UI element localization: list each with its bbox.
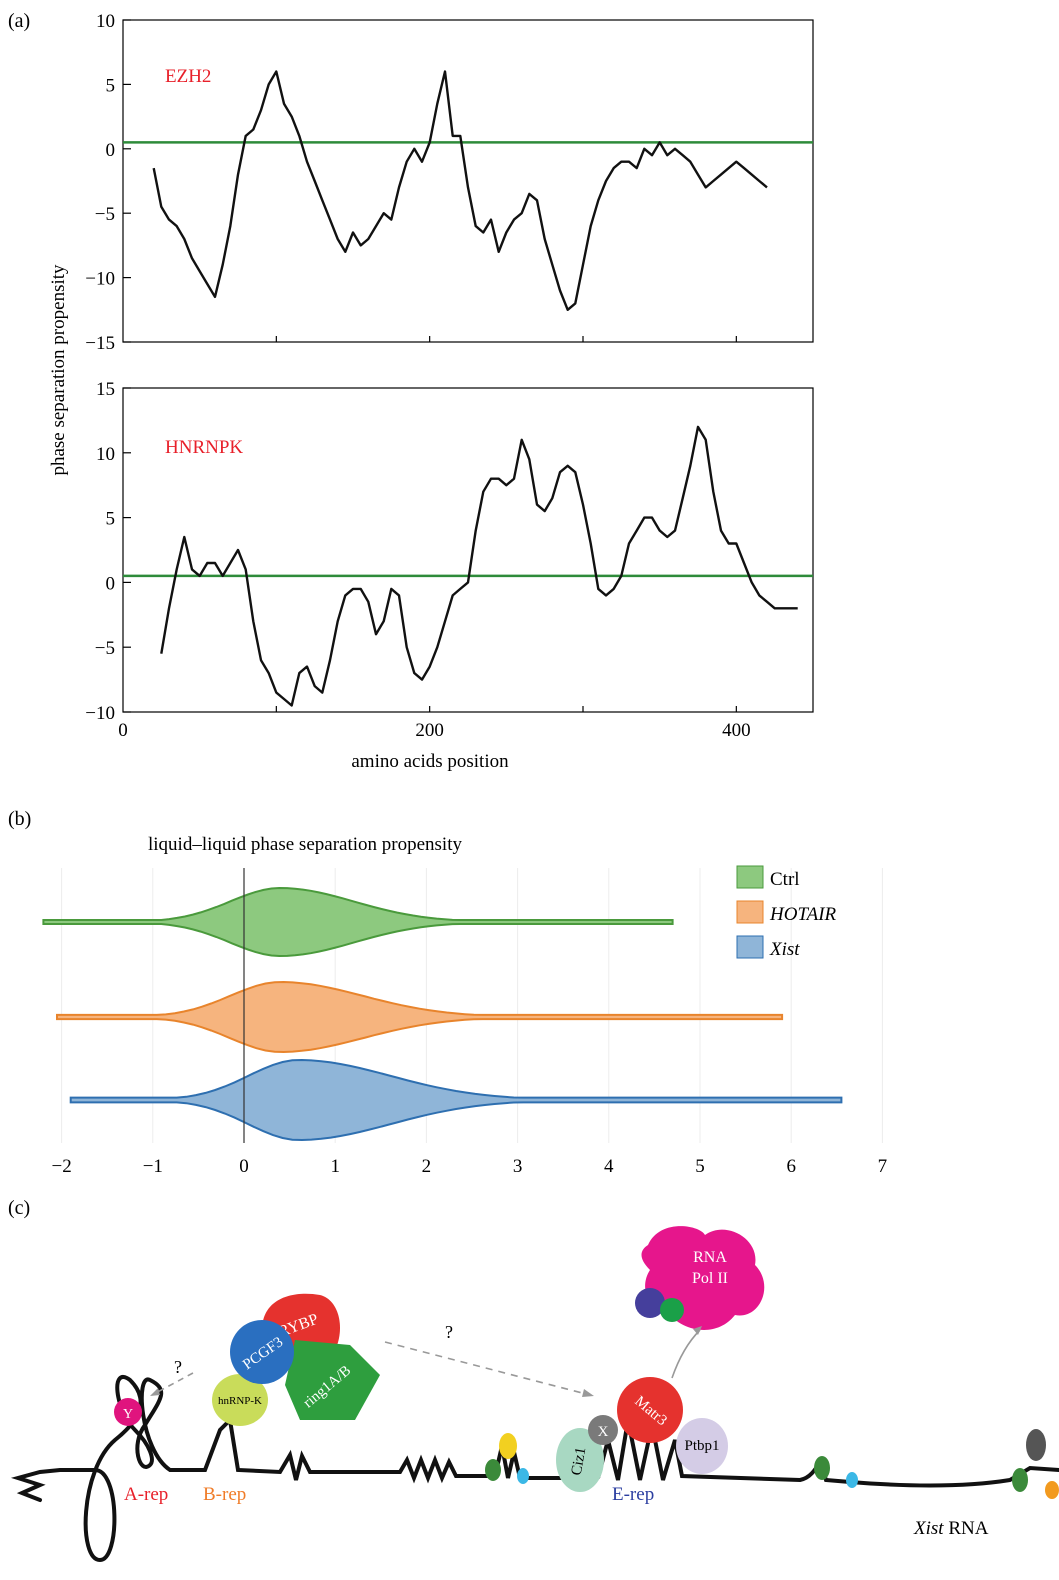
green-protein-2 — [814, 1456, 830, 1480]
violin-xist — [69, 1058, 843, 1142]
x-protein-label: X — [598, 1424, 609, 1440]
x-tick-label: 200 — [415, 720, 444, 741]
panel-b-violin-chart: liquid–liquid phase separation propensit… — [42, 834, 887, 1177]
panel-a-label: (a) — [8, 10, 31, 32]
y-tick-label: −10 — [85, 703, 115, 724]
hnrnpk-protein-label: hnRNP-K — [218, 1395, 262, 1407]
question-mark-1: ? — [174, 1357, 182, 1377]
violin-x-tick: 7 — [878, 1156, 888, 1177]
violin-legend: Ctrl HOTAIR Xist — [736, 865, 837, 960]
xist-rna-text: RNA — [948, 1518, 988, 1539]
a-rep-label: A-rep — [124, 1484, 168, 1505]
y-tick-label: −10 — [85, 269, 115, 290]
violin-x-tick: −1 — [143, 1156, 163, 1177]
legend-ctrl: Ctrl — [770, 869, 800, 890]
y-tick-label: 5 — [106, 509, 116, 530]
xist-rna-strand — [10, 1375, 1059, 1563]
ezh2-propensity-line — [152, 70, 768, 311]
panel-c-label: (c) — [8, 1197, 31, 1219]
x-axis-label: amino acids position — [351, 751, 509, 772]
pol-subunit-green — [660, 1298, 684, 1322]
yellow-protein — [499, 1433, 517, 1459]
hnrnpk-protein — [212, 1374, 268, 1426]
legend-hotair: HOTAIR — [769, 904, 837, 925]
y-axis-label: phase separation propensity — [48, 264, 69, 476]
x-protein — [588, 1415, 618, 1445]
x-ticks: 0 200 400 — [118, 720, 750, 741]
xist-rna-label: Xist RNA — [913, 1518, 989, 1539]
rna-pol-label-2: Pol II — [692, 1270, 728, 1287]
y-tick-label: 10 — [96, 444, 115, 465]
y-tick-label: 0 — [106, 573, 116, 594]
legend-swatch-xist — [736, 935, 764, 959]
green-protein-3 — [1012, 1468, 1028, 1492]
violin-x-tick: 2 — [422, 1156, 432, 1177]
matr3-protein — [617, 1377, 683, 1443]
y-tick-label: −5 — [95, 204, 115, 225]
arrow-head-y — [150, 1388, 160, 1396]
arrow-head-pol — [693, 1326, 702, 1335]
arrow-to-pol — [671, 1329, 701, 1379]
arrow-to-erep — [384, 1341, 591, 1396]
hnrnpk-label: HNRNPK — [165, 437, 243, 458]
y-tick-label: 5 — [106, 75, 116, 96]
ezh2-y-ticks: −15 −10 −5 0 5 10 — [85, 11, 737, 354]
violin-ctrl — [42, 886, 674, 958]
y-tick-label: −5 — [95, 638, 115, 659]
ptbp1-protein — [676, 1418, 728, 1474]
cyan-protein-1 — [517, 1468, 529, 1484]
violin-x-tick: 6 — [786, 1156, 796, 1177]
question-mark-2: ? — [445, 1322, 453, 1342]
pcgf3-protein — [230, 1320, 294, 1384]
orange-protein — [1045, 1481, 1059, 1499]
y-protein — [114, 1398, 142, 1426]
violin-x-tick: 5 — [695, 1156, 705, 1177]
cyan-protein-2 — [846, 1472, 858, 1488]
y-tick-label: 15 — [96, 379, 115, 400]
y-protein-label: Y — [123, 1407, 133, 1422]
rna-pol-label-1: RNA — [693, 1249, 727, 1266]
violin-x-tick: 4 — [604, 1156, 614, 1177]
ciz1-protein — [556, 1428, 604, 1492]
hnrnpk-y-ticks: −10 −5 0 5 10 15 — [85, 379, 737, 724]
gray-protein — [1026, 1429, 1046, 1461]
xist-italic: Xist — [913, 1518, 944, 1539]
ezh2-plot-frame — [122, 19, 814, 343]
violin-x-tick: 1 — [330, 1156, 340, 1177]
ciz1-protein-label: Ciz1 — [569, 1446, 590, 1477]
pol-subunit-purple — [635, 1288, 665, 1318]
y-tick-label: 10 — [96, 11, 115, 32]
b-rep-label: B-rep — [203, 1484, 246, 1505]
violin-x-ticks: −2 −1 0 1 2 3 4 5 6 7 — [51, 1156, 887, 1177]
violin-hotair — [56, 980, 784, 1054]
legend-xist: Xist — [769, 939, 800, 960]
violin-x-tick: 0 — [239, 1156, 249, 1177]
legend-swatch-ctrl — [736, 865, 764, 889]
violin-x-tick: −2 — [51, 1156, 71, 1177]
ezh2-label: EZH2 — [165, 66, 211, 87]
y-tick-label: 0 — [106, 140, 116, 161]
ring1-protein — [285, 1340, 380, 1420]
panel-b-label: (b) — [8, 808, 32, 830]
hnrnpk-plot-frame — [122, 387, 814, 713]
green-protein-1 — [485, 1459, 501, 1481]
x-tick-label: 0 — [118, 720, 128, 741]
y-tick-label: −15 — [85, 333, 115, 354]
arrow-head-erep — [582, 1389, 594, 1397]
ptbp1-protein-label: Ptbp1 — [684, 1438, 719, 1454]
violins — [42, 886, 843, 1142]
hnrnpk-propensity-line — [160, 425, 798, 707]
legend-swatch-hotair — [736, 900, 764, 924]
panel-a-charts: phase separation propensity −15 −10 −5 0 5 10… — [48, 11, 814, 772]
e-rep-label: E-rep — [612, 1484, 654, 1505]
x-tick-label: 400 — [722, 720, 751, 741]
violin-title: liquid–liquid phase separation propensit… — [148, 834, 462, 855]
violin-x-tick: 3 — [513, 1156, 523, 1177]
